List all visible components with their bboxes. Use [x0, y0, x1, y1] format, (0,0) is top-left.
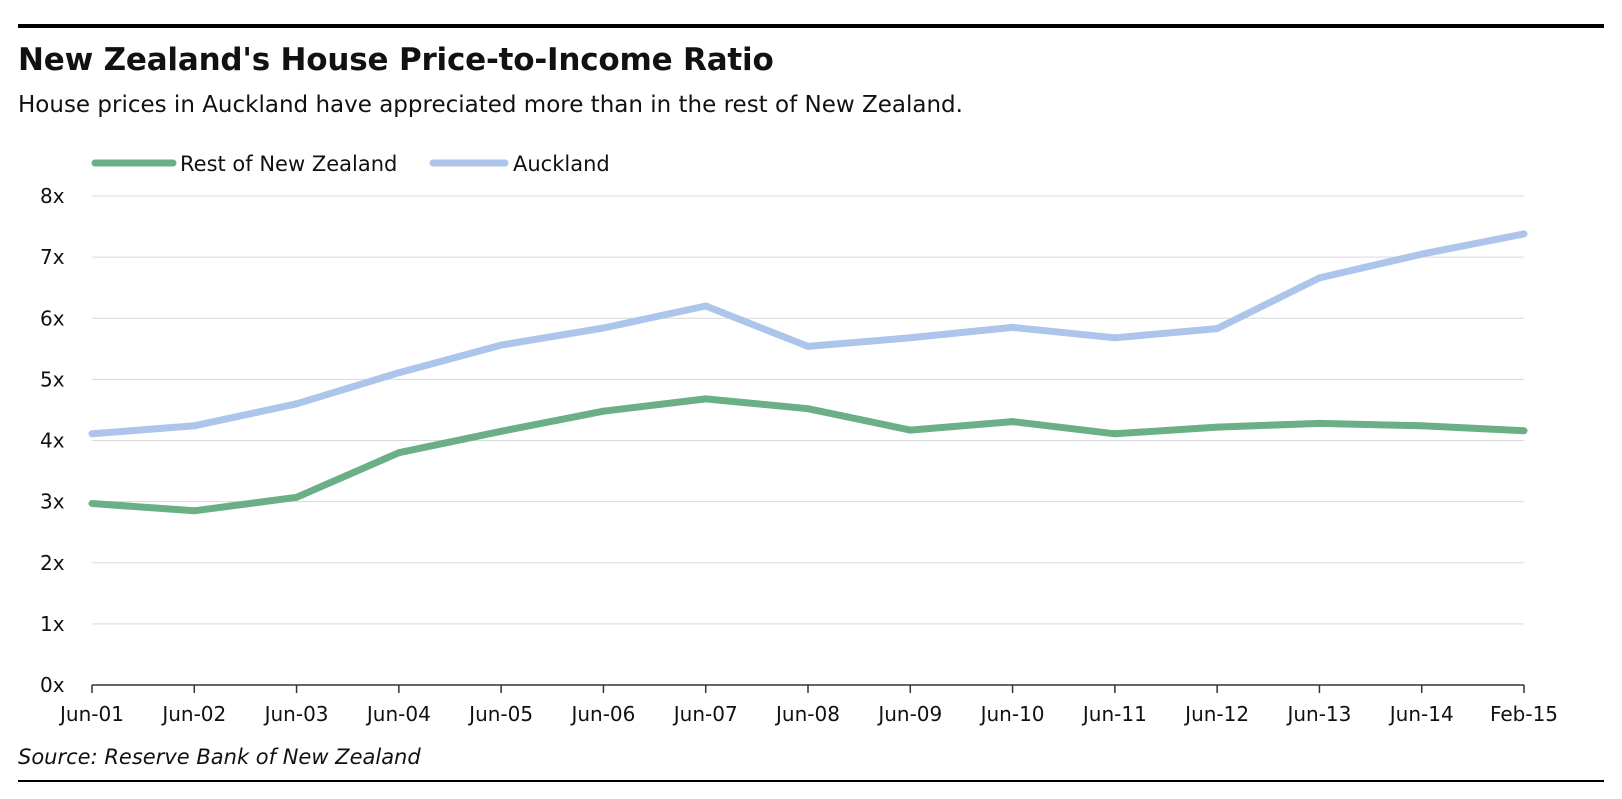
series-line-auckland [91, 230, 1525, 438]
x-tick-label: Feb-15 [1490, 702, 1558, 726]
data-point-rest-of-new-zealand [395, 449, 403, 457]
data-point-rest-of-new-zealand [906, 426, 914, 434]
data-point-rest-of-new-zealand [1009, 418, 1017, 426]
series-line-rest-of-new-zealand [91, 395, 1525, 515]
data-point-auckland [1111, 334, 1119, 342]
chart-subtitle: House prices in Auckland have appreciate… [18, 92, 963, 118]
legend-label-rest-of-new-zealand: Rest of New Zealand [180, 152, 397, 176]
x-tick-label: Jun-12 [1183, 702, 1249, 726]
y-tick-label: 2x [40, 551, 65, 575]
y-tick-label: 6x [40, 306, 65, 330]
x-tick-label: Jun-03 [263, 702, 329, 726]
data-point-rest-of-new-zealand [702, 395, 710, 403]
data-point-rest-of-new-zealand [1315, 419, 1323, 427]
x-tick-label: Jun-06 [569, 702, 635, 726]
y-tick-label: 5x [40, 367, 65, 391]
data-point-rest-of-new-zealand [190, 507, 198, 515]
x-tick-label: Jun-04 [365, 702, 431, 726]
y-tick-label: 0x [40, 673, 65, 697]
x-tick-label: Jun-05 [467, 702, 533, 726]
data-point-rest-of-new-zealand [1111, 430, 1119, 438]
data-point-auckland [599, 324, 607, 332]
x-tick-label: Jun-14 [1388, 702, 1454, 726]
data-point-auckland [1009, 323, 1017, 331]
source-note: Source: Reserve Bank of New Zealand [18, 745, 421, 769]
y-tick-label: 8x [40, 184, 65, 208]
chart-title: New Zealand's House Price-to-Income Rati… [18, 42, 774, 78]
data-point-auckland [1520, 230, 1528, 238]
x-tick-label: Jun-02 [160, 702, 226, 726]
data-point-rest-of-new-zealand [1520, 427, 1528, 435]
data-point-auckland [395, 369, 403, 377]
data-point-rest-of-new-zealand [1418, 422, 1426, 430]
data-point-auckland [702, 302, 710, 310]
x-tick-label: Jun-08 [774, 702, 840, 726]
data-point-auckland [1315, 274, 1323, 282]
y-tick-label: 4x [40, 429, 65, 453]
x-tick-label: Jun-01 [58, 702, 124, 726]
data-point-rest-of-new-zealand [497, 427, 505, 435]
data-point-auckland [1418, 250, 1426, 258]
x-tick-label: Jun-13 [1285, 702, 1351, 726]
x-tick-label: Jun-09 [876, 702, 942, 726]
data-point-auckland [497, 341, 505, 349]
x-tick-label: Jun-07 [672, 702, 738, 726]
top-rule [18, 24, 1604, 28]
x-tick-label: Jun-10 [979, 702, 1045, 726]
y-tick-label: 1x [40, 612, 65, 636]
data-point-auckland [906, 334, 914, 342]
bottom-rule [18, 780, 1604, 782]
y-tick-label: 7x [40, 245, 65, 269]
data-point-rest-of-new-zealand [804, 405, 812, 413]
data-point-auckland [88, 430, 96, 438]
data-point-auckland [1213, 325, 1221, 333]
data-point-auckland [293, 400, 301, 408]
data-point-auckland [190, 422, 198, 430]
x-tick-label: Jun-11 [1081, 702, 1147, 726]
y-tick-label: 3x [40, 490, 65, 514]
data-point-rest-of-new-zealand [88, 499, 96, 507]
data-point-auckland [804, 342, 812, 350]
data-point-rest-of-new-zealand [1213, 423, 1221, 431]
data-point-rest-of-new-zealand [293, 493, 301, 501]
legend-label-auckland: Auckland [513, 152, 610, 176]
data-point-rest-of-new-zealand [599, 407, 607, 415]
